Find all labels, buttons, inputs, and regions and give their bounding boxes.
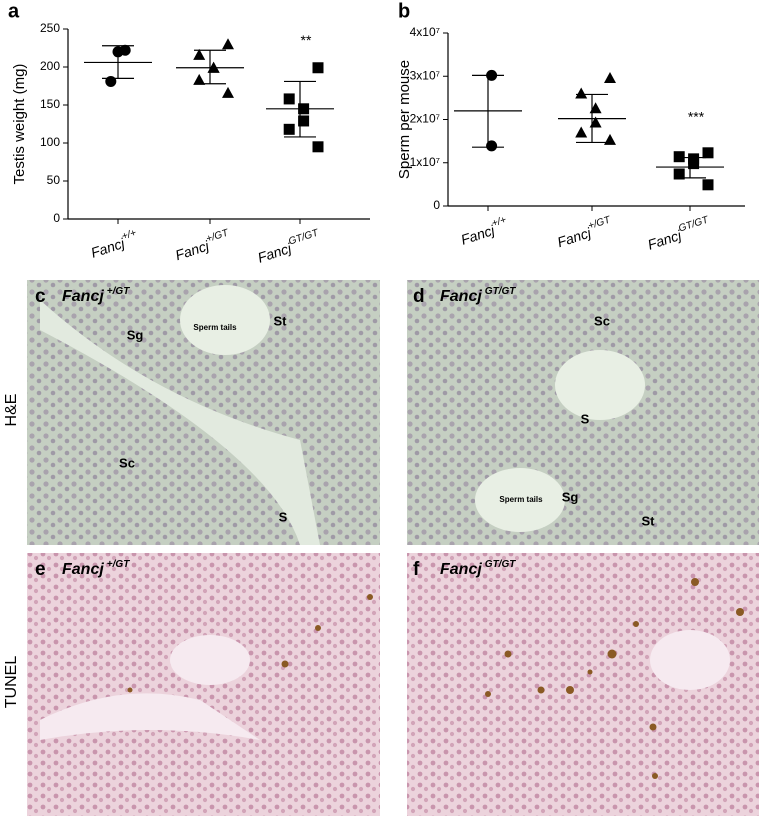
- data-point: [283, 123, 295, 135]
- gene-name: Fancj: [256, 239, 294, 265]
- gene-name: Fancj: [62, 561, 104, 578]
- x-tick-label: Fancj+/GT: [172, 227, 233, 263]
- gene-name: Fancj: [459, 221, 497, 247]
- gene-name: Fancj: [646, 226, 684, 252]
- lumen: [555, 350, 645, 420]
- genotype: +/GT: [107, 286, 130, 297]
- data-point: [575, 126, 588, 138]
- y-tick-label: 1x10⁷: [410, 155, 440, 169]
- genotype: +/GT: [205, 227, 231, 245]
- y-tick-label: 0: [433, 198, 440, 212]
- cell-label: St: [642, 513, 656, 528]
- cell-label: Sc: [594, 313, 610, 328]
- significance: **: [301, 32, 312, 48]
- genotype: GT/GT: [485, 286, 516, 297]
- data-point: [673, 151, 685, 163]
- x-tick-label: Fancj+/+: [88, 227, 140, 260]
- cell-label: S: [581, 411, 590, 426]
- data-point: [298, 115, 310, 127]
- data-point: [105, 75, 117, 87]
- panel-letter: d: [413, 286, 425, 307]
- data-point: [575, 87, 588, 99]
- y-tick-label: 2x10⁷: [410, 112, 440, 126]
- row-label: TUNEL: [3, 656, 20, 709]
- y-axis-label: Sperm per mouse: [396, 60, 413, 179]
- lumen: [180, 285, 270, 355]
- genotype: +/GT: [587, 214, 613, 232]
- lumen: [650, 630, 730, 690]
- gene-name: Fancj: [440, 288, 482, 305]
- panel-letter: e: [35, 559, 46, 580]
- row-label: H&E: [3, 394, 20, 427]
- data-point: [283, 93, 295, 105]
- panel-letter: f: [413, 559, 420, 580]
- data-point: [604, 71, 616, 83]
- genotype: GT/GT: [287, 227, 320, 247]
- cell-label: Sc: [119, 455, 135, 470]
- gene-name: Fancj: [62, 288, 104, 305]
- significance: ***: [688, 108, 705, 124]
- lumen: [170, 635, 250, 685]
- panel-letter: a: [8, 0, 20, 22]
- gene-name: Fancj: [440, 561, 482, 578]
- tunel-positive-cells: [127, 578, 744, 779]
- data-point: [688, 158, 700, 170]
- data-point: [193, 48, 206, 60]
- cell-label: Sperm tails: [193, 323, 237, 332]
- genotype: +/+: [120, 227, 137, 242]
- panel-letter: c: [35, 286, 46, 307]
- lumen: [475, 468, 565, 532]
- data-point: [604, 133, 616, 145]
- cell-label: S: [279, 509, 288, 524]
- data-point: [222, 86, 234, 98]
- y-tick-label: 200: [40, 59, 60, 73]
- y-axis-label: Testis weight (mg): [11, 64, 28, 185]
- cell-label: Sg: [127, 327, 144, 342]
- x-tick-label: Fancj+/+: [458, 214, 510, 247]
- x-tick-label: FancjGT/GT: [645, 214, 713, 252]
- histology-images: [27, 280, 759, 816]
- y-tick-label: 3x10⁷: [410, 68, 440, 82]
- interstitium: [40, 300, 320, 545]
- data-point: [312, 141, 324, 153]
- gene-name: Fancj: [89, 234, 127, 260]
- gene-name: Fancj: [173, 237, 211, 263]
- x-tick-label: Fancj+/GT: [554, 214, 615, 250]
- data-point: [312, 62, 324, 74]
- data-point: [589, 102, 602, 114]
- cell-label: Sg: [562, 489, 579, 504]
- genotype: +/GT: [107, 559, 130, 570]
- y-tick-label: 100: [40, 135, 60, 149]
- data-point: [193, 73, 206, 85]
- x-tick-label: FancjGT/GT: [255, 227, 323, 265]
- cell-label: Sperm tails: [499, 495, 543, 504]
- data-point: [486, 140, 498, 152]
- genotype-label: Fancj +/GT: [62, 559, 130, 579]
- genotype: GT/GT: [677, 214, 710, 234]
- genotype-label: Fancj GT/GT: [440, 559, 516, 579]
- panel-letter: b: [398, 0, 410, 22]
- cell-label: St: [274, 313, 288, 328]
- y-tick-label: 0: [53, 211, 60, 225]
- data-point: [222, 38, 234, 50]
- data-point: [673, 168, 685, 180]
- genotype: GT/GT: [485, 559, 516, 570]
- y-tick-label: 50: [47, 173, 61, 187]
- genotype-label: Fancj GT/GT: [440, 286, 516, 306]
- y-tick-label: 250: [40, 21, 60, 35]
- gene-name: Fancj: [555, 224, 593, 250]
- data-point: [702, 179, 714, 191]
- y-tick-label: 4x10⁷: [410, 25, 440, 39]
- genotype: +/+: [490, 214, 507, 229]
- interstitium: [40, 693, 260, 740]
- data-point: [702, 147, 714, 159]
- genotype-label: Fancj +/GT: [62, 286, 130, 306]
- y-tick-label: 150: [40, 97, 60, 111]
